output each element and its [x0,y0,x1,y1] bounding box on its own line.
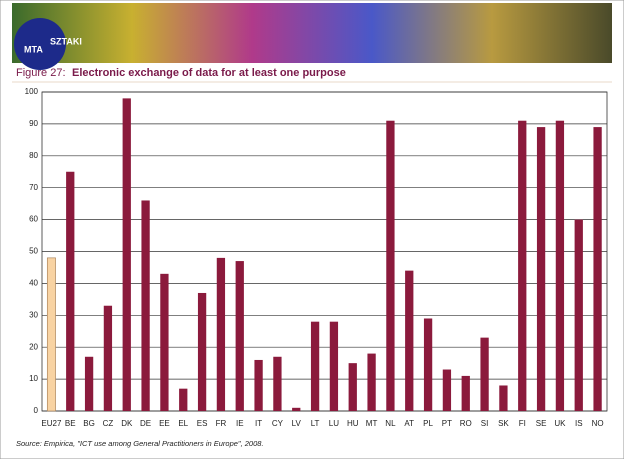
x-tick-label: BG [83,419,95,428]
x-tick-label: PL [423,419,433,428]
x-tick-label: NL [385,419,396,428]
bar [536,127,546,411]
y-tick-label: 40 [29,279,38,288]
x-tick-label: AT [404,419,414,428]
x-tick-label: NO [592,419,604,428]
bar [461,375,470,411]
bar [555,120,565,412]
x-tick-label: ES [197,419,208,428]
logo-sub: SZTAKI [50,36,82,46]
y-tick-label: 60 [29,215,38,224]
x-tick-label: RO [460,419,472,428]
y-tick-label: 90 [29,119,38,128]
x-tick-label: SI [481,419,489,428]
x-tick-label: SE [536,419,547,428]
bar [235,261,244,411]
x-tick-label: CZ [103,419,114,428]
y-tick-label: 30 [29,310,38,319]
x-tick-label: EE [159,419,170,428]
x-tick-label: FR [216,419,227,428]
x-tick-label: IS [575,419,583,428]
bar [310,321,320,411]
bar [442,369,452,411]
x-tick-label: DK [121,419,133,428]
x-tick-label: MT [366,419,378,428]
bar [480,337,489,411]
x-tick-label: LU [329,419,339,428]
bar [423,318,433,411]
x-tick-label: SK [498,419,509,428]
bar [254,359,263,411]
bar [103,305,113,411]
bar [593,127,602,411]
bar [329,321,339,411]
y-tick-label: 10 [29,374,38,383]
bar [348,363,357,411]
y-tick-label: 50 [29,247,38,256]
x-tick-label: LT [311,419,320,428]
bar [122,98,131,411]
logo-text: MTA [24,44,43,54]
bar [574,219,583,411]
x-tick-label: LV [292,419,302,428]
x-tick-label: EL [178,419,188,428]
bar [66,171,75,411]
logo-circle [14,18,66,70]
x-tick-label: BE [65,419,76,428]
x-tick-label: HU [347,419,359,428]
x-tick-label: EU27 [41,419,62,428]
bar [499,385,508,411]
bar [141,200,150,411]
y-tick-label: 20 [29,342,38,351]
plot-frame [41,91,608,412]
bar [197,292,207,411]
bar [160,273,169,411]
bar [179,388,188,411]
bar [367,353,376,411]
x-tick-label: FI [519,419,526,428]
y-tick-label: 80 [29,151,38,160]
bar [386,120,395,412]
source: Source: Empirica, "ICT use among General… [16,439,264,448]
y-tick-label: 70 [29,183,38,192]
y-tick-label: 0 [34,406,39,415]
banner [12,3,612,63]
figure-label: Figure 27: [16,67,66,79]
chart-title: Electronic exchange of data for at least… [72,67,346,79]
bar [292,407,301,411]
x-tick-label: DE [140,419,151,428]
y-tick-label: 100 [25,87,39,96]
bar [405,270,414,411]
bar [84,356,94,411]
x-tick-label: CY [272,419,284,428]
x-tick-label: UK [554,419,566,428]
x-tick-label: IE [236,419,244,428]
x-tick-label: PT [442,419,452,428]
bar [273,356,282,411]
bar [46,257,56,412]
bar [518,120,527,412]
x-tick-label: IT [255,419,262,428]
bar [216,257,226,411]
